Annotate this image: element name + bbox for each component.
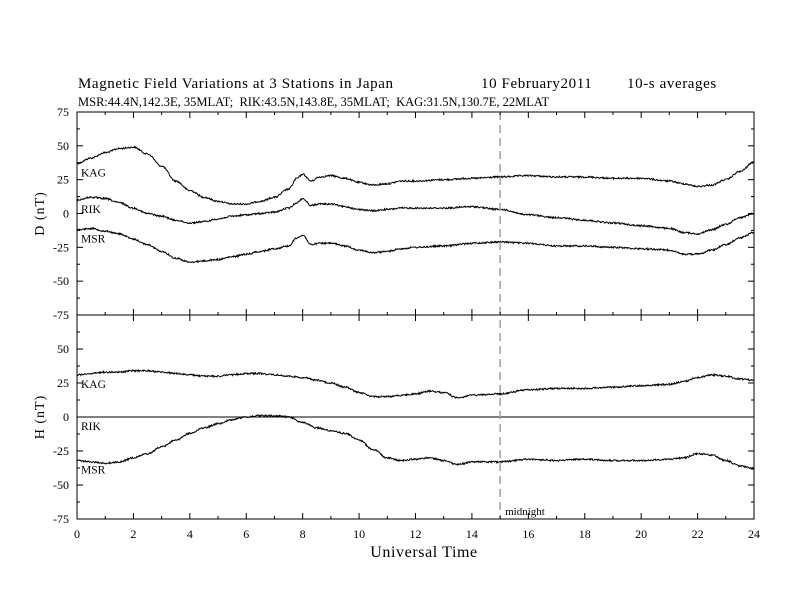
x-tick-label: 12 [410, 527, 422, 541]
series-line-rik [76, 196, 755, 236]
y-tick-label: -25 [53, 444, 69, 458]
series-line-msr [76, 414, 755, 471]
series-label-msr: MSR [81, 465, 106, 477]
x-tick-label: 8 [300, 527, 306, 541]
series-label-kag: KAG [81, 379, 106, 391]
chart-averaging: 10-s averages [627, 76, 717, 92]
y-tick-label: -75 [53, 308, 69, 322]
y-tick-label: -75 [53, 512, 69, 526]
midnight-marker: midnight [499, 112, 545, 519]
y-tick-label: 75 [57, 105, 69, 119]
series-line-kag [76, 145, 755, 206]
x-axis: 0 2 4 6 8 10 12 14 16 18 20 22 24 [74, 112, 760, 541]
x-tick-label: 20 [635, 527, 647, 541]
y-tick-label: 50 [57, 139, 69, 153]
x-tick-label: 4 [187, 527, 193, 541]
series-label-rik: RIK [81, 204, 102, 216]
series-label-rik: RIK [81, 421, 102, 433]
series-line-msr [76, 226, 755, 264]
y-tick-label: -50 [53, 478, 69, 492]
y-axis-label: H (nT) [33, 395, 48, 440]
chart-title: Magnetic Field Variations at 3 Stations … [78, 76, 394, 92]
station-coordinates-subtitle: MSR:44.4N,142.3E, 35MLAT; RIK:43.5N,143.… [78, 95, 550, 109]
series-line-kag [76, 368, 755, 399]
y-tick-label: 50 [57, 342, 69, 356]
x-tick-label: 0 [74, 527, 80, 541]
y-tick-label: 25 [57, 173, 69, 187]
x-tick-label: 24 [748, 527, 760, 541]
midnight-label: midnight [505, 506, 545, 518]
horizontal-panel: 50 25 0 -25 -50 -75 H (nT) KAG RIK MSR [33, 314, 755, 526]
x-tick-label: 18 [579, 527, 591, 541]
y-tick-label: 25 [57, 376, 69, 390]
series-label-kag: KAG [81, 167, 106, 179]
y-tick-label: -25 [53, 240, 69, 254]
x-tick-label: 22 [692, 527, 704, 541]
x-tick-label: 2 [130, 527, 136, 541]
x-tick-label: 16 [522, 527, 534, 541]
y-axis-label: D (nT) [33, 191, 48, 236]
x-tick-label: 14 [466, 527, 478, 541]
y-tick-label: -50 [53, 274, 69, 288]
chart-date: 10 February2011 [481, 76, 592, 92]
declination-panel: 75 50 25 0 -25 -50 -75 D (nT) KAG RIK MSR [33, 105, 755, 322]
x-tick-label: 10 [353, 527, 365, 541]
series-label-msr: MSR [81, 234, 106, 246]
y-tick-label: 0 [63, 207, 69, 221]
x-axis-label: Universal Time [370, 544, 478, 561]
x-tick-label: 6 [243, 527, 249, 541]
y-tick-label: 0 [63, 410, 69, 424]
